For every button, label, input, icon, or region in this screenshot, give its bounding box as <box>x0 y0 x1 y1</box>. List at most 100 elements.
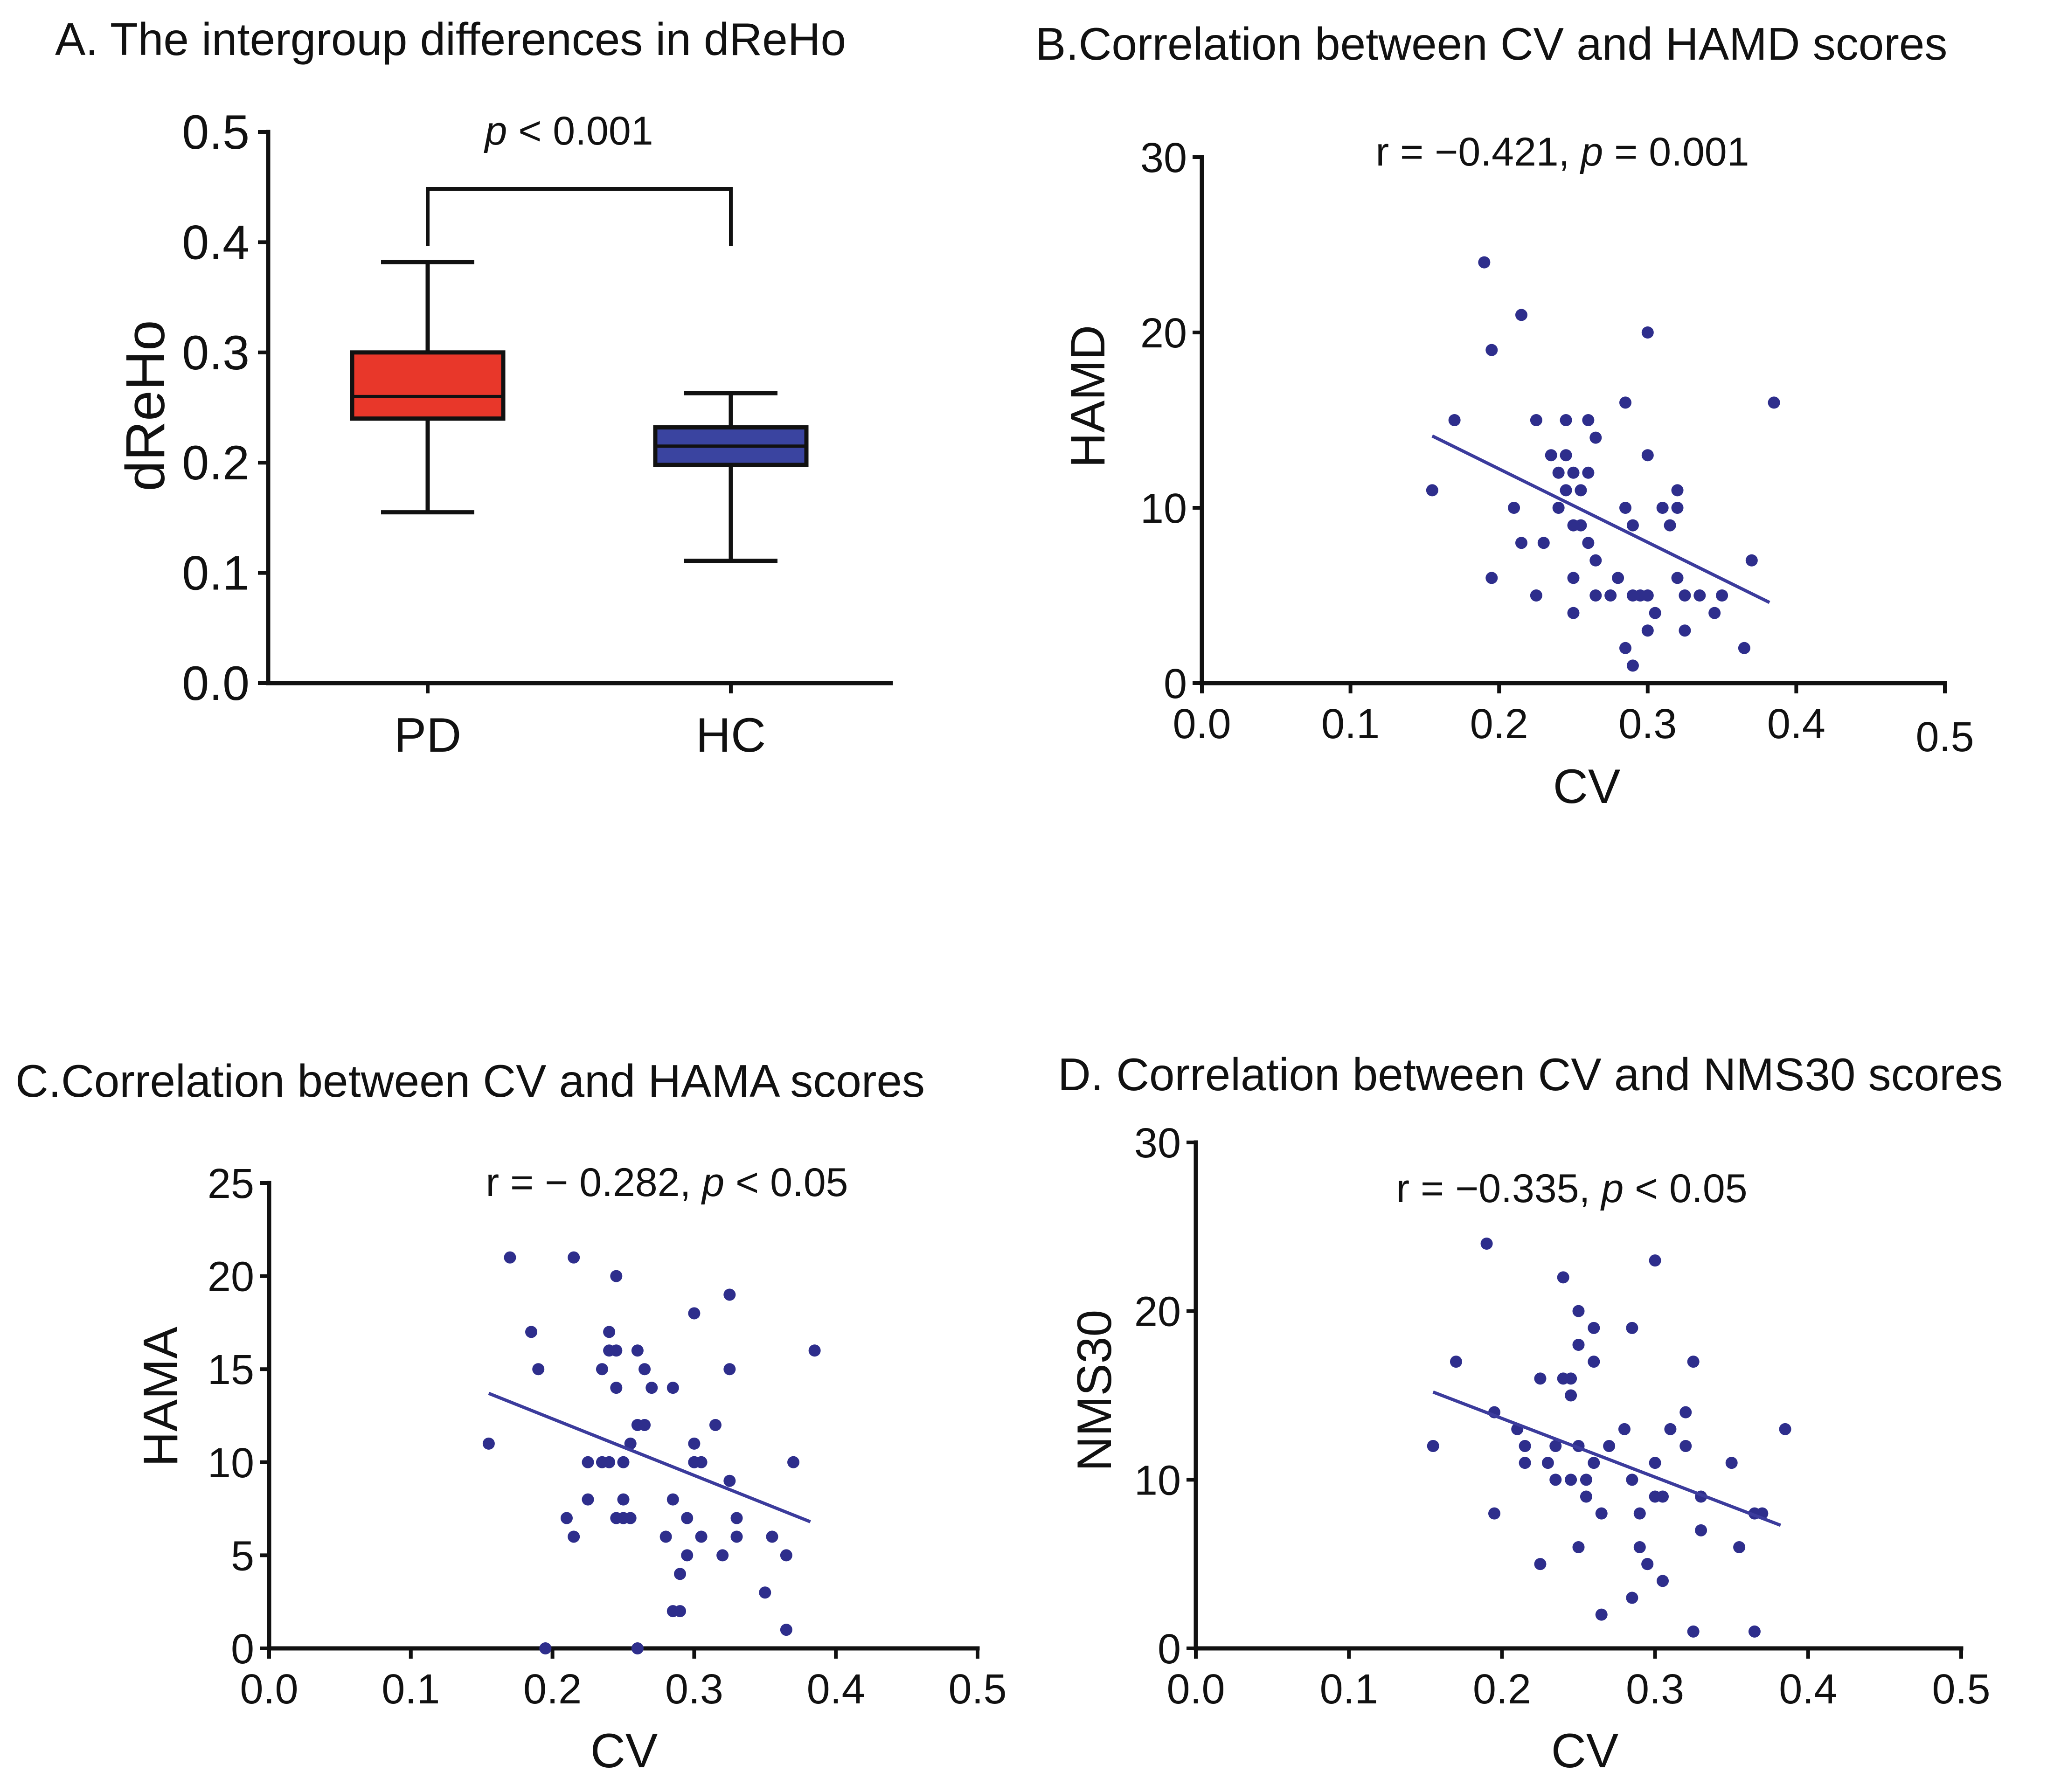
data-point <box>568 1530 580 1543</box>
y-tick-label: 10 <box>1140 485 1187 532</box>
x-tick-label: 0.2 <box>1473 1666 1531 1713</box>
data-point <box>1478 256 1491 269</box>
data-point <box>1641 624 1654 637</box>
y-tick-label: 0.3 <box>182 326 250 380</box>
x-tick-label: 0.3 <box>665 1666 723 1713</box>
box-pd <box>350 260 506 515</box>
data-point <box>1595 1608 1608 1621</box>
x-tick-label: 0.0 <box>1173 701 1231 747</box>
data-point <box>780 1624 792 1636</box>
data-point <box>568 1251 580 1264</box>
data-point <box>1567 466 1580 479</box>
data-point <box>1588 1322 1600 1334</box>
data-point <box>1679 1440 1692 1452</box>
data-point <box>681 1549 694 1562</box>
data-point <box>1733 1541 1746 1553</box>
data-point <box>1589 589 1602 602</box>
data-point <box>1641 589 1654 602</box>
data-point <box>504 1251 516 1264</box>
data-point <box>709 1418 722 1431</box>
x-tick-label: 0.2 <box>523 1666 582 1713</box>
data-point <box>1582 537 1595 549</box>
y-tick-label: 0.1 <box>182 547 250 601</box>
data-point <box>666 1382 679 1394</box>
box-hc <box>653 391 809 563</box>
data-point <box>1687 1356 1700 1368</box>
y-tick-label: 0.0 <box>182 657 250 711</box>
x-tick-label: 0.4 <box>1779 1666 1837 1713</box>
data-point <box>1626 519 1639 532</box>
y-tick-label: 20 <box>1140 310 1187 357</box>
data-point <box>1619 396 1632 409</box>
data-point <box>1549 1440 1562 1452</box>
y-tick-label: 20 <box>1134 1289 1181 1335</box>
panel-d-x-axis-title: CV <box>1551 1724 1618 1778</box>
data-point <box>603 1326 616 1338</box>
data-point <box>1687 1625 1700 1638</box>
panel-d-y-axis-title: NMS30 <box>1068 1310 1122 1472</box>
data-point <box>1485 344 1498 356</box>
data-point <box>1480 1238 1493 1250</box>
data-point <box>1582 414 1595 426</box>
data-point <box>1582 466 1595 479</box>
data-point <box>1693 589 1706 602</box>
y-tick-label: 0 <box>1158 1626 1181 1673</box>
data-point <box>1649 1457 1661 1469</box>
data-point <box>1565 1372 1577 1385</box>
y-tick-label: 20 <box>208 1254 254 1301</box>
data-point <box>1515 309 1527 321</box>
data-point <box>1552 466 1565 479</box>
data-point <box>1575 484 1587 497</box>
data-point <box>1572 1339 1585 1351</box>
y-tick-label: 5 <box>231 1533 254 1579</box>
data-point <box>1534 1558 1547 1571</box>
panel-c-title: C.Correlation between CV and HAMA scores <box>15 1055 925 1107</box>
data-point <box>1448 414 1461 426</box>
data-point <box>1626 1591 1638 1604</box>
x-tick-label: 0.4 <box>807 1666 865 1713</box>
panel-a-p-value: p < 0.001 <box>483 109 653 153</box>
panel-a-y-ticks: 0.0 0.1 0.2 0.3 0.4 0.5 <box>182 105 268 711</box>
data-point <box>1671 484 1684 497</box>
significance-bracket <box>426 187 733 246</box>
data-point <box>730 1512 743 1524</box>
x-tick-label: 0.0 <box>1166 1666 1225 1713</box>
data-point <box>1633 1541 1646 1553</box>
panel-a-x-ticks: PD HC <box>394 683 766 762</box>
data-point <box>1488 1507 1500 1520</box>
x-tick-label: 0.5 <box>1932 1666 1990 1713</box>
y-tick-label: 0.2 <box>182 436 250 490</box>
data-point <box>723 1363 736 1376</box>
data-point <box>525 1326 538 1338</box>
data-point <box>1485 572 1498 584</box>
x-tick-label: 0.1 <box>382 1666 440 1713</box>
data-point <box>1595 1507 1608 1520</box>
data-point <box>787 1456 800 1468</box>
panel-b-correlation: r = −0.421, p = 0.001 <box>1376 130 1749 174</box>
data-point <box>695 1530 708 1543</box>
data-point <box>1695 1524 1707 1536</box>
data-point <box>610 1382 623 1394</box>
data-point <box>1633 1507 1646 1520</box>
y-tick-label: 0 <box>231 1626 254 1673</box>
data-point <box>716 1549 729 1562</box>
data-point <box>1649 1254 1661 1267</box>
panel-c-scatter: C.Correlation between CV and HAMA scores… <box>15 1055 1007 1778</box>
x-tick-label: 0.4 <box>1767 701 1825 747</box>
data-point <box>1641 1558 1654 1571</box>
data-point <box>1738 642 1750 654</box>
data-point <box>1626 659 1639 672</box>
data-point <box>617 1456 630 1468</box>
panel-a-title: A. The intergroup differences in dReHo <box>55 14 846 65</box>
data-point <box>631 1642 644 1654</box>
data-point <box>1708 607 1721 619</box>
data-point <box>1664 1423 1677 1435</box>
data-point <box>610 1344 623 1357</box>
data-point <box>1567 607 1580 619</box>
data-point <box>688 1307 701 1320</box>
panel-b-plot: 0 10 20 30 0.0 0.1 0.2 0.3 0.4 0.5 <box>1140 135 1974 761</box>
data-point <box>1626 1474 1638 1486</box>
data-point <box>617 1493 630 1506</box>
panel-c-plot: 0 5 10 15 20 25 0.0 0.1 0.2 0.3 0.4 0.5 <box>208 1161 1007 1713</box>
data-point <box>532 1363 545 1376</box>
